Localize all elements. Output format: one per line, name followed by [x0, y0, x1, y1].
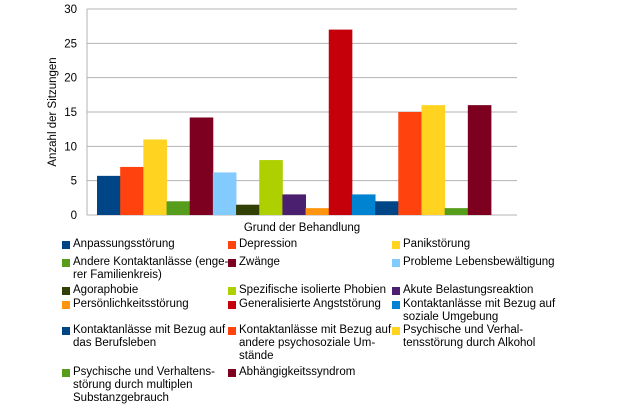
- bars: [97, 29, 492, 215]
- bar: [421, 105, 446, 215]
- bar: [282, 194, 306, 215]
- legend-label: Akute Belastungsreaktion: [403, 284, 534, 296]
- legend-label: Kontaktanlässe mit Bezug auf andere psyc…: [239, 324, 392, 362]
- legend-label: Spezifische isolierte Phobien: [239, 284, 387, 296]
- legend-swatch: [62, 287, 70, 295]
- legend-label: Zwänge: [239, 256, 280, 268]
- bar: [236, 204, 260, 215]
- legend-swatch: [392, 241, 400, 249]
- legend-swatch: [228, 327, 236, 335]
- legend-swatch: [228, 287, 236, 295]
- legend-swatch: [392, 301, 400, 309]
- legend-label: Agoraphobie: [73, 284, 139, 296]
- legend-label: Andere Kontaktanlässe (enge- rer Familie…: [73, 256, 229, 281]
- y-tick-label: 15: [64, 107, 77, 119]
- legend-label: Probleme Lebensbewältigung: [403, 256, 555, 268]
- legend-label: Psychische und Verhal- tensstörung durch…: [403, 324, 536, 349]
- legend-swatch: [62, 259, 70, 267]
- bar: [328, 29, 353, 215]
- legend-swatch: [392, 287, 400, 295]
- y-tick-label: 25: [64, 38, 77, 50]
- legend-swatch: [62, 301, 70, 309]
- bar: [398, 112, 422, 215]
- legend-label: Panikstörung: [403, 238, 471, 250]
- y-tick-label: 20: [64, 73, 77, 85]
- legend-swatch: [392, 259, 400, 267]
- bar: [212, 172, 237, 215]
- bar: [305, 208, 330, 215]
- y-axis-title: Anzahl der Sitzungen: [47, 57, 59, 166]
- legend-label: Psychische und Verhaltens- störung durch…: [73, 366, 215, 404]
- legend-label: Depression: [239, 238, 298, 250]
- legend-swatch: [228, 301, 236, 309]
- y-tick-label: 0: [71, 210, 77, 222]
- legend-label: Abhängigkeitssyndrom: [239, 366, 356, 378]
- bar: [166, 201, 191, 215]
- legend-swatch: [228, 259, 236, 267]
- legend-label: Persönlichkeitsstörung: [73, 298, 189, 310]
- bar: [120, 166, 144, 215]
- bar: [97, 175, 121, 215]
- legend-label: Kontaktanlässe mit Bezug auf das Berufsl…: [73, 324, 226, 349]
- legend-label: Generalisierte Angststörung: [239, 298, 381, 310]
- legend-swatch: [62, 327, 70, 335]
- legend-swatch: [228, 369, 236, 377]
- bar: [143, 139, 167, 215]
- bar: [351, 194, 376, 215]
- bar: [375, 201, 399, 215]
- legend-swatch: [228, 241, 236, 249]
- bar: [444, 208, 469, 215]
- y-tick-label: 10: [64, 141, 77, 153]
- legend-swatch: [62, 241, 70, 249]
- y-tick-label: 5: [71, 176, 77, 188]
- y-tick-label: 30: [64, 4, 77, 16]
- y-axis: 0 5 10 15 20 25 30: [64, 4, 88, 222]
- bar: [189, 117, 214, 215]
- legend-label: Kontaktanlässe mit Bezug auf soziale Umg…: [403, 298, 556, 323]
- x-axis-title: Grund der Behandlung: [244, 222, 360, 234]
- legend-swatch: [62, 369, 70, 377]
- legend-swatch: [392, 327, 400, 335]
- legend-label: Anpassungsstörung: [73, 238, 175, 250]
- bar: [467, 105, 492, 215]
- bar: [259, 160, 283, 215]
